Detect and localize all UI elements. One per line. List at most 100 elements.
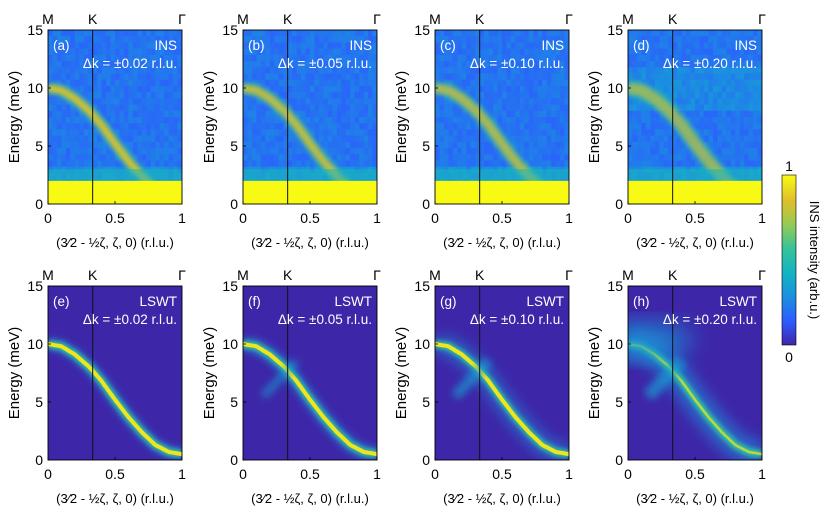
- symmetry-label-gamma: Γ: [178, 11, 186, 27]
- y-tick-label: 0: [35, 196, 43, 212]
- x-tick-label: 1: [373, 466, 381, 482]
- symmetry-label-k: K: [283, 11, 293, 27]
- y-tick-label: 0: [422, 196, 430, 212]
- band-core: [243, 342, 377, 457]
- band-core: [48, 342, 182, 457]
- y-axis: 0 5 10 15: [607, 22, 631, 212]
- y-axis-label: Energy (meV): [586, 71, 603, 164]
- x-tick-label: 0.5: [492, 210, 512, 226]
- panel-label: (c): [440, 38, 456, 53]
- y-axis-label: Energy (meV): [201, 71, 218, 164]
- x-tick-label: 1: [373, 210, 381, 226]
- dk-label: Δk = ±0.20 r.l.u.: [663, 56, 757, 71]
- x-tick-label: 1: [178, 210, 186, 226]
- y-tick-label: 15: [607, 278, 623, 294]
- symmetry-label-gamma: Γ: [373, 267, 381, 283]
- y-axis-label: Energy (meV): [6, 71, 23, 164]
- x-axis-label: (3⁄2 - ½ζ, ζ, 0) (r.l.u.): [251, 491, 369, 506]
- x-tick-label: 0.5: [300, 210, 320, 226]
- symmetry-label-k: K: [475, 267, 485, 283]
- x-tick-label: 0.5: [300, 466, 320, 482]
- colorbar: 1 0 INS intensity (arb.u.): [781, 158, 822, 365]
- y-axis: 0 5 10 15: [222, 278, 246, 468]
- symmetry-label-m: M: [429, 267, 441, 283]
- y-tick-label: 15: [607, 22, 623, 38]
- symmetry-label-gamma: Γ: [758, 11, 766, 27]
- x-axis: 0 0.5 1: [239, 201, 381, 226]
- x-tick-label: 1: [758, 210, 766, 226]
- colorbar-label: INS intensity (arb.u.): [807, 201, 822, 320]
- elastic-edge: [435, 169, 569, 181]
- dk-label: Δk = ±0.10 r.l.u.: [470, 312, 564, 327]
- panel-label: (b): [248, 38, 265, 53]
- y-tick-label: 0: [615, 452, 623, 468]
- x-tick-label: 0: [624, 466, 632, 482]
- x-tick-label: 0: [44, 210, 52, 226]
- symmetry-label-m: M: [429, 11, 441, 27]
- x-axis: 0 0.5 1: [624, 457, 766, 482]
- symmetry-label-k: K: [475, 11, 485, 27]
- method-label: INS: [734, 38, 757, 53]
- y-tick-label: 0: [422, 452, 430, 468]
- x-axis: 0 0.5 1: [624, 201, 766, 226]
- y-tick-label: 5: [422, 138, 430, 154]
- y-axis: 0 5 10 15: [414, 278, 438, 468]
- y-tick-label: 15: [27, 278, 43, 294]
- symmetry-label-k: K: [668, 267, 678, 283]
- background: [243, 286, 377, 460]
- panel-label: (g): [440, 294, 457, 309]
- plot-area: [243, 30, 377, 204]
- symmetry-label-m: M: [42, 267, 54, 283]
- plot-area: [435, 286, 569, 460]
- method-label: INS: [154, 38, 177, 53]
- y-tick-label: 5: [35, 394, 43, 410]
- x-tick-label: 1: [178, 466, 186, 482]
- method-label: LSWT: [526, 294, 564, 309]
- x-axis-label: (3⁄2 - ½ζ, ζ, 0) (r.l.u.): [251, 235, 369, 250]
- dispersion-band: [435, 335, 569, 460]
- panel-label: (f): [248, 294, 261, 309]
- colorbar-max-label: 1: [785, 158, 793, 174]
- elastic-region: [435, 180, 569, 204]
- symmetry-label-m: M: [42, 11, 54, 27]
- y-tick-label: 10: [607, 80, 623, 96]
- plot-area: [435, 30, 569, 204]
- colorbar-min-label: 0: [785, 349, 793, 365]
- y-tick-label: 15: [222, 22, 238, 38]
- elastic-edge: [628, 169, 762, 181]
- y-tick-label: 10: [222, 336, 238, 352]
- dispersion-band: [435, 80, 545, 192]
- elastic-edge: [243, 169, 377, 181]
- elastic-region: [628, 180, 762, 204]
- x-tick-label: 0.5: [105, 466, 125, 482]
- noise-layer: [435, 30, 569, 204]
- x-axis: 0 0.5 1: [431, 201, 573, 226]
- y-tick-label: 15: [414, 278, 430, 294]
- x-axis-label: (3⁄2 - ½ζ, ζ, 0) (r.l.u.): [443, 491, 561, 506]
- x-tick-label: 0: [431, 210, 439, 226]
- elastic-region: [243, 180, 377, 204]
- colorbar-gradient: [781, 174, 797, 346]
- y-tick-label: 0: [615, 196, 623, 212]
- plot-area: [48, 286, 182, 460]
- ghost-branch: [451, 357, 493, 400]
- x-axis: 0 0.5 1: [239, 457, 381, 482]
- y-tick-label: 5: [615, 394, 623, 410]
- x-axis: 0 0.5 1: [44, 457, 186, 482]
- y-tick-label: 10: [414, 80, 430, 96]
- x-tick-label: 0: [431, 466, 439, 482]
- symmetry-label-k: K: [88, 11, 98, 27]
- y-tick-label: 10: [27, 336, 43, 352]
- x-tick-label: 0.5: [685, 466, 705, 482]
- symmetry-label-k: K: [668, 11, 678, 27]
- panel-label: (a): [53, 38, 70, 53]
- x-tick-label: 0: [624, 210, 632, 226]
- method-label: LSWT: [139, 294, 177, 309]
- x-tick-label: 0.5: [685, 210, 705, 226]
- band-core: [435, 83, 543, 190]
- band-core: [435, 342, 569, 457]
